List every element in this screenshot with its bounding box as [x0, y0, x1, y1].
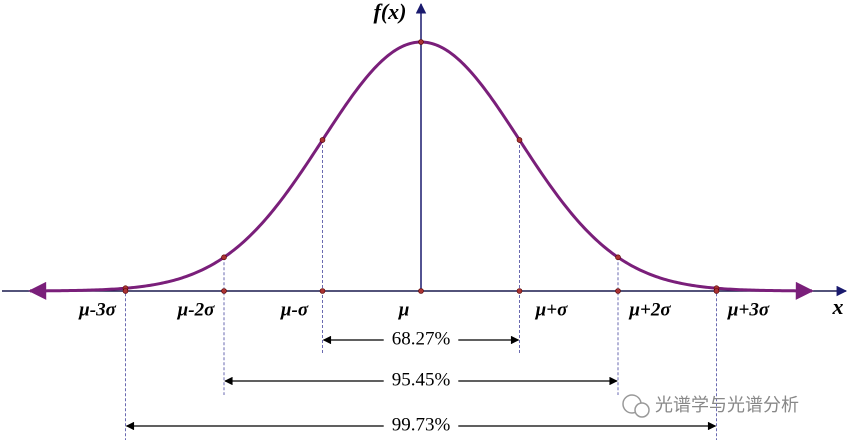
curve-point [615, 254, 621, 261]
tick-label: μ+σ [535, 299, 568, 320]
axis-point [615, 288, 621, 294]
watermark-text: 光谱学与光谱分析 [655, 395, 799, 416]
axis-point [221, 288, 227, 294]
curve-point [418, 39, 424, 45]
axis-point [122, 288, 129, 294]
tick-label: μ+3σ [727, 299, 770, 320]
tick-label: μ-2σ [177, 299, 215, 320]
tick-label: μ [398, 299, 410, 320]
axis-point [516, 288, 523, 294]
curve-point [516, 137, 523, 143]
axis-point [713, 288, 720, 294]
watermark: 光谱学与光谱分析 [622, 394, 799, 418]
curve-point [319, 137, 326, 143]
annotations: μ-3σ μ-2σ μ-σ μ μ+σ μ+2σ μ+3σ 68.27% 95.45% 99.73… [78, 39, 770, 435]
curve-point [221, 254, 227, 261]
axis-point [418, 288, 424, 294]
range-label: 95.45% [392, 369, 451, 390]
tick-label: μ+2σ [628, 299, 671, 320]
x-axis-label: x [832, 294, 844, 319]
range-label: 99.73% [392, 414, 451, 435]
axis-point [319, 288, 326, 294]
watermark-icon [634, 402, 650, 418]
tick-label: μ-σ [280, 299, 309, 320]
tick-label: μ-3σ [78, 299, 116, 320]
y-axis-label: f(x) [374, 0, 407, 24]
range-label: 68.27% [392, 328, 451, 349]
guides [125, 139, 717, 440]
